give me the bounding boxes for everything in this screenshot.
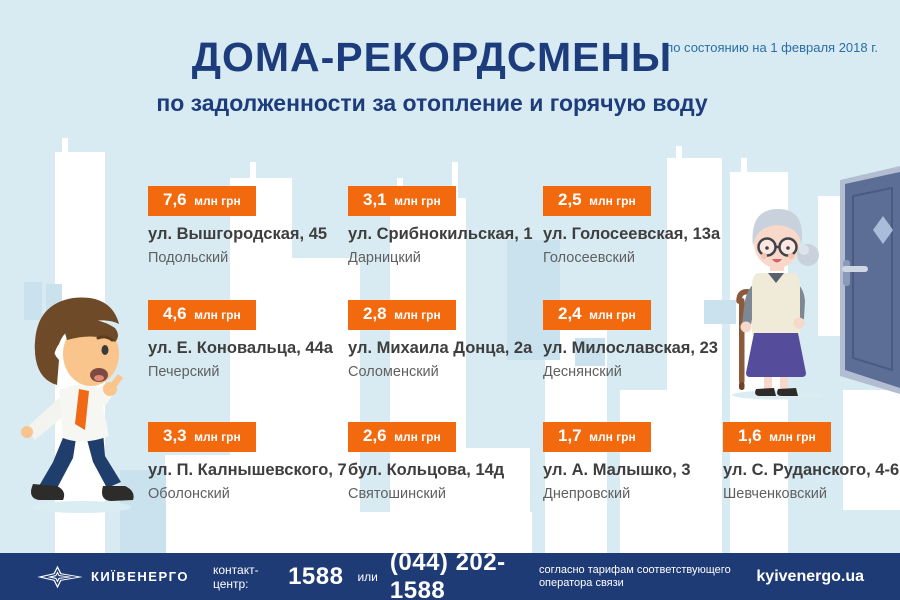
amount-value: 4,6 xyxy=(163,304,187,323)
amount-unit: млн грн xyxy=(394,194,441,208)
record-address: ул. Е. Коновальца, 44а xyxy=(148,339,333,357)
date-note: по состоянию на 1 февраля 2018 г. xyxy=(666,40,878,55)
debt-record: 7,6 млн грн ул. Вышгородская, 45 Подольс… xyxy=(148,186,363,266)
grandmother-illustration xyxy=(732,209,824,400)
amount-value: 2,8 xyxy=(363,304,387,323)
record-district: Голосеевский xyxy=(543,250,636,266)
building-silhouette xyxy=(62,138,68,154)
amount-badge: 4,6 млн грн xyxy=(148,300,256,330)
amount-badge: 3,3 млн грн xyxy=(148,422,256,452)
page-title: ДОМА-РЕКОРДСМЕНЫ xyxy=(191,34,673,80)
debt-record: 1,7 млн грн ул. А. Малышко, 3 Днепровски… xyxy=(543,422,758,502)
compass-star-icon xyxy=(37,565,83,588)
amount-value: 1,7 xyxy=(558,426,582,445)
amount-unit: млн грн xyxy=(769,430,816,444)
amount-unit: млн грн xyxy=(194,194,241,208)
phone-full: (044) 202-1588 xyxy=(389,548,506,600)
building-silhouette xyxy=(452,162,458,200)
record-district: Шевченковский xyxy=(723,486,827,502)
building-silhouette xyxy=(250,162,256,178)
amount-badge: 3,1 млн грн xyxy=(348,186,456,216)
amount-value: 3,1 xyxy=(363,190,387,209)
record-address: ул. П. Калнышевского, 7 xyxy=(148,461,347,479)
debt-record: 2,8 млн грн ул. Михаила Донца, 2а Соломе… xyxy=(348,300,563,380)
amount-badge: 2,4 млн грн xyxy=(543,300,651,330)
amount-unit: млн грн xyxy=(394,308,441,322)
debt-record: 1,6 млн грн ул. С. Руданского, 4-6 Шевче… xyxy=(723,422,900,502)
debt-record: 2,6 млн грн бул. Кольцова, 14д Святошинс… xyxy=(348,422,563,502)
record-district: Днепровский xyxy=(543,486,631,502)
building-silhouette xyxy=(843,390,900,510)
record-address: ул. Михаила Донца, 2а xyxy=(348,339,533,357)
amount-badge: 1,7 млн грн xyxy=(543,422,651,452)
record-district: Оболонский xyxy=(148,486,230,502)
record-address: ул. А. Малышко, 3 xyxy=(543,461,691,479)
building-silhouette xyxy=(818,196,840,336)
debt-record: 3,3 млн грн ул. П. Калнышевского, 7 Обол… xyxy=(148,422,363,502)
building-silhouette xyxy=(120,470,166,553)
amount-value: 2,4 xyxy=(558,304,582,323)
record-address: ул. С. Руданского, 4-6 xyxy=(723,461,900,479)
amount-unit: млн грн xyxy=(589,430,636,444)
record-district: Святошинский xyxy=(348,486,446,502)
amount-value: 2,6 xyxy=(363,426,387,445)
record-address: ул. Срибнокильская, 1 xyxy=(348,225,533,243)
amount-value: 3,3 xyxy=(163,426,187,445)
debt-record: 4,6 млн грн ул. Е. Коновальца, 44а Печер… xyxy=(148,300,363,380)
amount-unit: млн грн xyxy=(394,430,441,444)
or-label: или xyxy=(357,569,378,584)
brand-name: КИЇВЕНЕРГО xyxy=(91,569,189,584)
open-door-illustration xyxy=(840,166,900,394)
phone-short: 1588 xyxy=(288,562,344,590)
amount-badge: 2,5 млн грн xyxy=(543,186,651,216)
amount-unit: млн грн xyxy=(589,308,636,322)
record-address: ул. Вышгородская, 45 xyxy=(148,225,328,243)
website-link[interactable]: kyivenergo.ua xyxy=(756,567,865,585)
amount-badge: 1,6 млн грн xyxy=(723,422,831,452)
building-silhouette xyxy=(667,158,722,553)
amount-badge: 2,8 млн грн xyxy=(348,300,456,330)
record-district: Соломенский xyxy=(348,364,439,380)
building-silhouette xyxy=(575,338,605,366)
debt-record: 3,1 млн грн ул. Срибнокильская, 1 Дарниц… xyxy=(348,186,563,266)
page-subtitle: по задолженности за отопление и горячую … xyxy=(156,90,708,116)
amount-unit: млн грн xyxy=(589,194,636,208)
kyivenergo-logo: КИЇВЕНЕРГО xyxy=(36,559,189,595)
record-district: Печерский xyxy=(148,364,220,380)
amount-value: 2,5 xyxy=(558,190,582,209)
footer-bar: КИЇВЕНЕРГО контакт-центр: 1588 или (044)… xyxy=(0,549,900,600)
building-silhouette xyxy=(24,282,42,320)
amount-badge: 7,6 млн грн xyxy=(148,186,256,216)
header: ДОМА-РЕКОРДСМЕНЫ по задолженности за ото… xyxy=(0,34,864,117)
amount-value: 1,6 xyxy=(738,426,762,445)
building-silhouette xyxy=(676,146,682,159)
record-district: Дарницкий xyxy=(348,250,421,266)
building-silhouette xyxy=(741,158,747,173)
amount-badge: 2,6 млн грн xyxy=(348,422,456,452)
amount-unit: млн грн xyxy=(194,430,241,444)
building-silhouette xyxy=(704,300,736,324)
contact-center-label: контакт-центр: xyxy=(212,562,259,591)
debt-record: 2,5 млн грн ул. Голосеевская, 13а Голосе… xyxy=(543,186,758,266)
record-district: Деснянский xyxy=(543,364,622,380)
building-silhouette xyxy=(165,455,313,553)
tariff-note: согласно тарифам соответствующего операт… xyxy=(538,564,731,589)
building-silhouette xyxy=(448,448,530,553)
amount-value: 7,6 xyxy=(163,190,187,209)
businessman-illustration xyxy=(21,297,134,513)
record-address: ул. Милославская, 23 xyxy=(543,339,718,357)
record-address: бул. Кольцова, 14д xyxy=(348,461,505,479)
amount-unit: млн грн xyxy=(194,308,241,322)
record-district: Подольский xyxy=(148,250,229,266)
debt-record: 2,4 млн грн ул. Милославская, 23 Деснянс… xyxy=(543,300,758,380)
record-address: ул. Голосеевская, 13а xyxy=(543,225,721,243)
